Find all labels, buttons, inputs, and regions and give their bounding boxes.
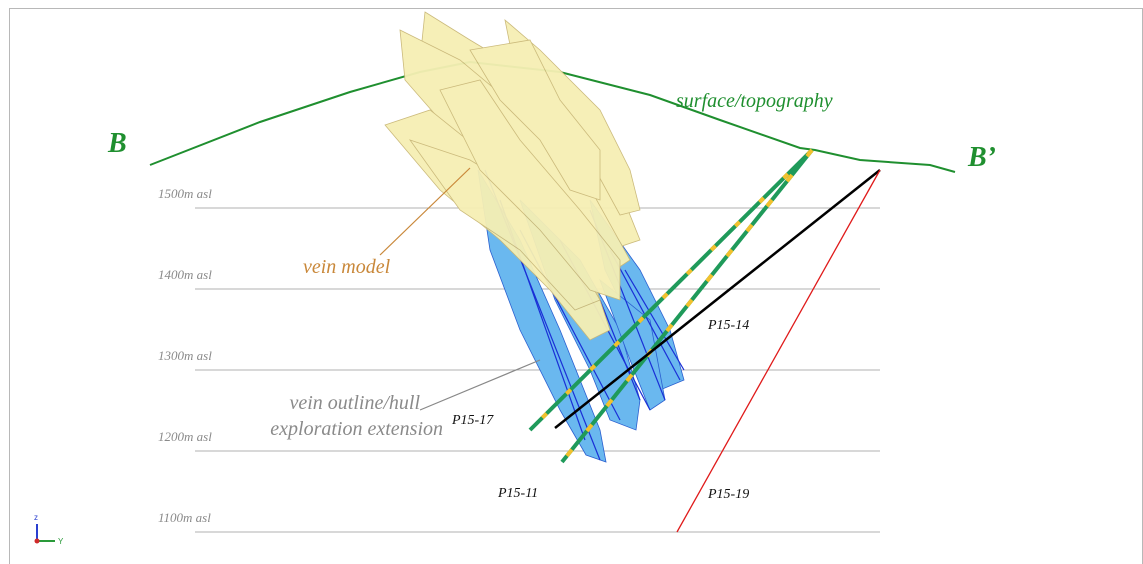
- section-view: B B’ surface/topography 1500m asl 1400m …: [0, 0, 1143, 564]
- elevation-label: 1500m asl: [158, 186, 212, 201]
- drillhole-label: P15-19: [707, 487, 749, 502]
- elevation-label: 1200m asl: [158, 429, 212, 444]
- drillhole-label: P15-14: [707, 318, 749, 333]
- elevation-label: 1100m asl: [158, 510, 211, 525]
- vein-model-label: vein model: [303, 256, 391, 278]
- section-start: B: [107, 128, 127, 159]
- axis-label: Y: [58, 537, 64, 546]
- drillhole-label: P15-17: [451, 413, 494, 428]
- hull-label: vein outline/hull: [289, 392, 420, 414]
- hull-label: exploration extension: [270, 418, 443, 440]
- section-end: B’: [967, 142, 996, 173]
- axis-label: z: [34, 513, 38, 522]
- drillhole-label: P15-11: [497, 486, 538, 501]
- elevation-label: 1300m asl: [158, 348, 212, 363]
- surface-label: surface/topography: [676, 90, 833, 112]
- elevation-label: 1400m asl: [158, 267, 212, 282]
